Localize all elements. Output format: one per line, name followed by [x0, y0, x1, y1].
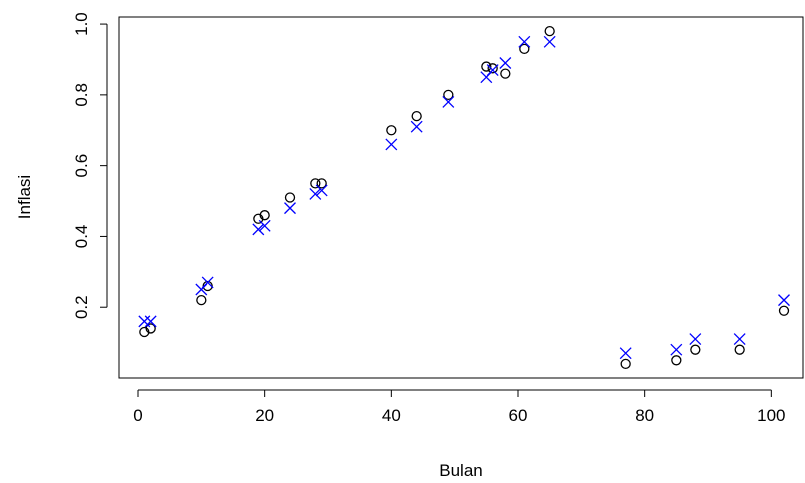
x-axis: 0 20 40 60 80 100 [133, 389, 786, 425]
data-point-cross [201, 276, 214, 289]
data-point-circle [259, 210, 270, 221]
data-point-circle [310, 178, 321, 189]
data-point-circle [443, 89, 454, 101]
data-point-circle [481, 61, 492, 72]
data-point-cross [486, 64, 499, 77]
x-tick-label: 20 [255, 406, 274, 425]
data-point-circle [690, 344, 701, 355]
y-tick-label: 1.0 [72, 12, 91, 36]
cross-stroke [385, 138, 398, 151]
cross-stroke [138, 315, 151, 328]
cross-stroke [778, 294, 790, 307]
data-point-circle [500, 68, 511, 79]
data-point-cross [315, 184, 328, 197]
cross-stroke [499, 57, 512, 69]
y-axis: 0.2 0.4 0.6 0.8 1.0 [72, 12, 108, 319]
cross-stroke [486, 64, 499, 77]
data-point-cross [442, 95, 455, 108]
x-tick-label: 100 [757, 406, 785, 425]
y-tick-label: 0.4 [72, 225, 91, 249]
cross-stroke [144, 315, 157, 328]
cross-stroke [670, 343, 683, 356]
data-point-cross [778, 294, 790, 307]
cross-stroke [518, 35, 531, 48]
data-point-cross [518, 35, 531, 48]
data-point-cross [410, 120, 423, 133]
data-point-cross [258, 219, 271, 232]
data-point-circle [778, 305, 790, 316]
plot-frame [118, 16, 804, 379]
data-point-circle [202, 280, 213, 292]
data-point-circle [487, 63, 498, 74]
y-axis-title: Inflasi [15, 175, 34, 219]
data-point-circle [284, 192, 296, 203]
cross-stroke [733, 333, 746, 346]
data-point-cross [499, 57, 512, 69]
cross-stroke [410, 120, 423, 133]
cross-stroke [543, 35, 556, 48]
x-axis-title: Bulan [439, 461, 482, 480]
cross-stroke [201, 276, 214, 289]
x-tick-label: 80 [635, 406, 654, 425]
data-point-circle [411, 110, 422, 122]
cross-stroke [252, 223, 265, 236]
cross-stroke [315, 184, 328, 197]
data-points [138, 26, 790, 369]
data-point-cross [284, 202, 296, 215]
cross-stroke [442, 95, 455, 108]
cross-stroke [619, 347, 632, 360]
y-tick-label: 0.2 [72, 295, 91, 319]
data-point-cross [689, 333, 702, 346]
data-point-cross [144, 315, 157, 328]
data-point-circle [734, 344, 745, 355]
cross-stroke [689, 333, 702, 346]
y-tick-label: 0.8 [72, 83, 91, 107]
data-point-circle [139, 326, 150, 338]
cross-stroke [284, 202, 296, 215]
data-point-circle [145, 323, 156, 334]
data-point-cross [543, 35, 556, 48]
data-point-circle [316, 178, 327, 189]
data-point-cross [138, 315, 151, 328]
y-tick-label: 0.6 [72, 154, 91, 178]
data-point-circle [253, 213, 264, 224]
data-point-circle [671, 355, 682, 366]
data-point-circle [386, 125, 397, 136]
data-point-cross [670, 343, 683, 356]
data-point-cross [385, 138, 398, 151]
data-point-cross [619, 347, 632, 360]
x-tick-label: 0 [133, 406, 142, 425]
x-tick-label: 60 [509, 406, 528, 425]
x-tick-label: 40 [382, 406, 401, 425]
data-point-circle [519, 43, 530, 55]
data-point-circle [544, 26, 555, 37]
data-point-circle [620, 358, 631, 369]
data-point-circle [196, 294, 207, 306]
data-point-cross [733, 333, 746, 346]
data-point-cross [252, 223, 265, 236]
cross-stroke [258, 219, 271, 232]
data-point-cross [309, 188, 322, 200]
cross-stroke [309, 188, 322, 200]
